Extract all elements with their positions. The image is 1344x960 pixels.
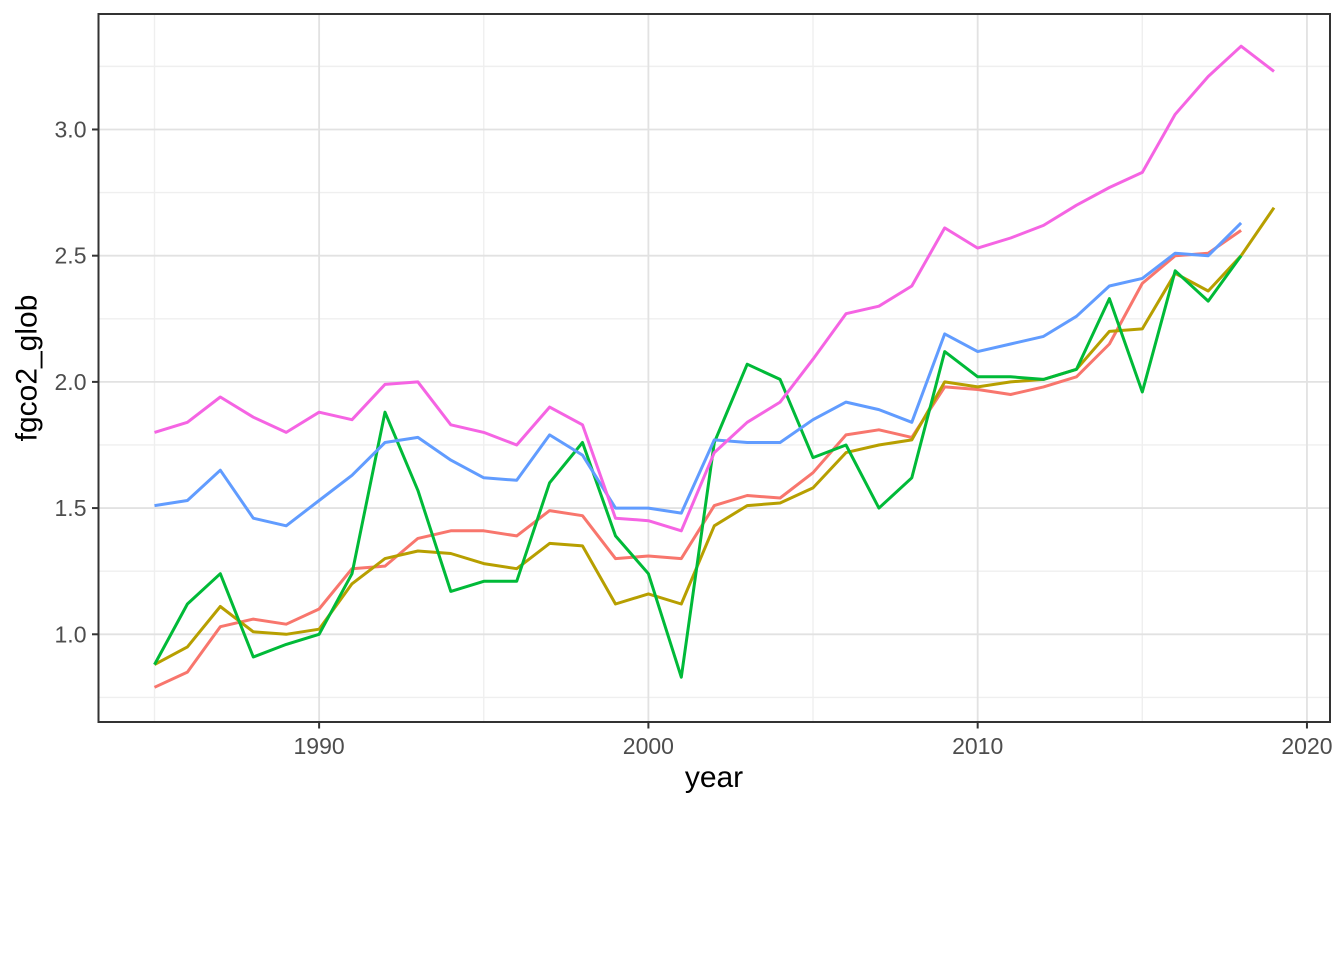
series-line-jenamls-v20211126 (153, 254, 1243, 679)
line-chart: 1990 2000 2010 2020 1.0 1.5 2.0 2.5 3.0 fgco2_gl… (11, 13, 1333, 794)
plot-panel: 1990 2000 2010 2020 1.0 1.5 2.0 2.5 3.0 (55, 13, 1333, 759)
series-line-oceansodaethz-v20211207 (154, 221, 1243, 528)
y-tick-label: 3.0 (55, 116, 87, 142)
legend: product CMEMS-LSCE-FFNN_v20210709CSIRML6… (0, 810, 1344, 960)
y-tick-label: 2.0 (55, 369, 87, 395)
panel-background (98, 14, 1330, 722)
x-tick-label: 2010 (952, 733, 1003, 759)
panel-border (97, 13, 1331, 723)
y-tick-label: 1.0 (55, 621, 87, 647)
y-tick-label: 1.5 (55, 495, 87, 521)
y-axis-title: fgco2_glob (11, 295, 44, 442)
series-line-cmems-lsce-ffnn-v20210709 (153, 229, 1242, 689)
x-axis-title: year (685, 761, 743, 794)
x-tick-label: 2000 (623, 733, 674, 759)
series-line-uoex-wat20-1985-2019-v202112 (154, 44, 1275, 533)
x-tick-label: 1990 (294, 733, 345, 759)
x-tick-label: 2020 (1281, 733, 1332, 759)
series-line-csirml6-v20211117 (153, 206, 1276, 666)
y-tick-label: 2.5 (55, 243, 87, 269)
